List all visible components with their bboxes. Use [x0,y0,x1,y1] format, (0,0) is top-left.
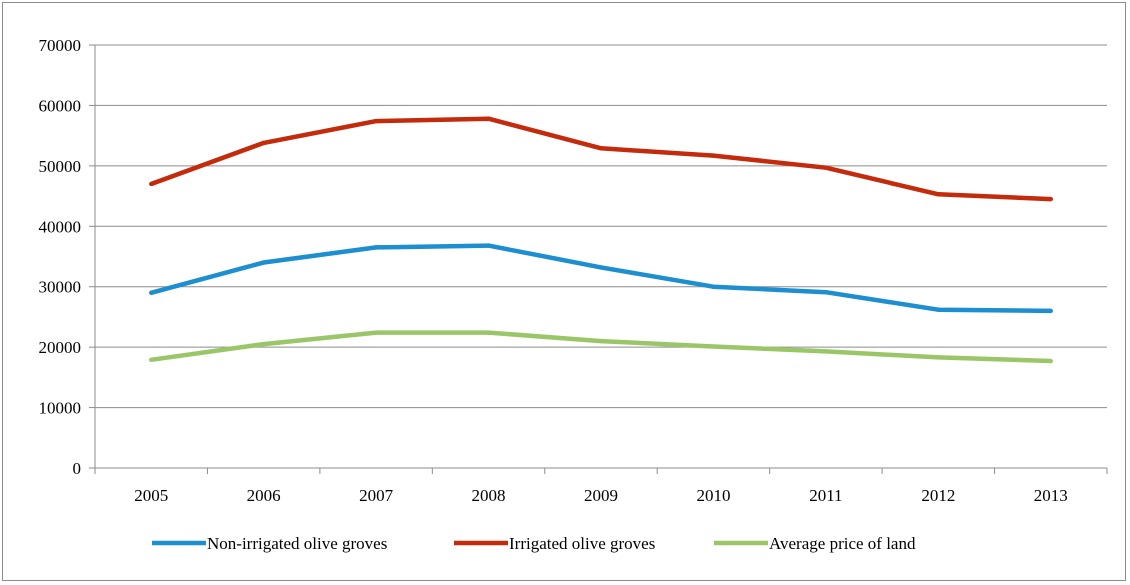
x-tick-label: 2009 [584,486,618,505]
y-tick-label: 70000 [39,36,82,55]
data-point [936,192,941,197]
x-tick-label: 2008 [472,486,506,505]
y-tick-label: 0 [73,459,82,478]
x-axis-tick-labels: 2005 2006 2007 2008 2009 2010 2011 2012 2013 [134,486,1068,505]
x-tick-label: 2006 [247,486,281,505]
data-point [711,284,716,289]
data-point [598,265,604,270]
data-point [1048,308,1053,314]
axes [89,44,1108,474]
series-line-1 [150,243,1051,314]
data-point [1048,358,1053,364]
legend-label: Irrigated olive groves [509,534,655,553]
y-tick-label: 60000 [39,96,82,115]
data-point [149,181,154,187]
series-line-2 [150,116,1051,202]
data-point [598,338,604,344]
data-point [373,245,379,250]
y-tick-label: 20000 [39,338,82,357]
data-point [823,349,829,354]
y-tick-label: 40000 [39,217,82,236]
legend-item[interactable]: Non-irrigated olive groves [152,534,387,553]
data-point [486,243,491,248]
x-tick-label: 2013 [1034,486,1068,505]
data-point [1048,196,1053,202]
data-point [823,289,829,295]
legend[interactable]: Non-irrigated olive groves Irrigated oliv… [152,534,916,553]
data-point [149,357,154,363]
y-tick-label: 50000 [39,157,82,176]
legend-item[interactable]: Irrigated olive groves [454,534,655,553]
data-point [373,330,379,335]
y-axis-tick-labels: 0 10000 20000 30000 40000 50000 60000 70000 [39,36,82,478]
data-point [486,116,491,121]
data-point [261,140,266,146]
data-point [486,330,491,335]
x-tick-label: 2012 [921,486,955,505]
y-tick-label: 30000 [39,278,82,297]
y-tick-label: 10000 [39,399,82,418]
data-point [373,118,379,124]
legend-item[interactable]: Average price of land [714,534,916,553]
x-tick-label: 2005 [134,486,168,505]
data-point [823,165,829,170]
legend-label: Non-irrigated olive groves [207,534,387,553]
data-point [711,344,716,349]
data-point [598,146,604,151]
data-point [936,355,941,360]
data-point [261,341,266,347]
x-tick-label: 2010 [696,486,730,505]
x-tick-label: 2007 [359,486,394,505]
legend-label: Average price of land [769,534,916,553]
x-tick-label: 2011 [809,486,842,505]
series-lines [149,116,1053,364]
data-point [711,153,716,158]
data-point [261,260,266,265]
data-point [936,307,941,312]
gridlines [95,44,1107,409]
data-point [149,290,154,295]
